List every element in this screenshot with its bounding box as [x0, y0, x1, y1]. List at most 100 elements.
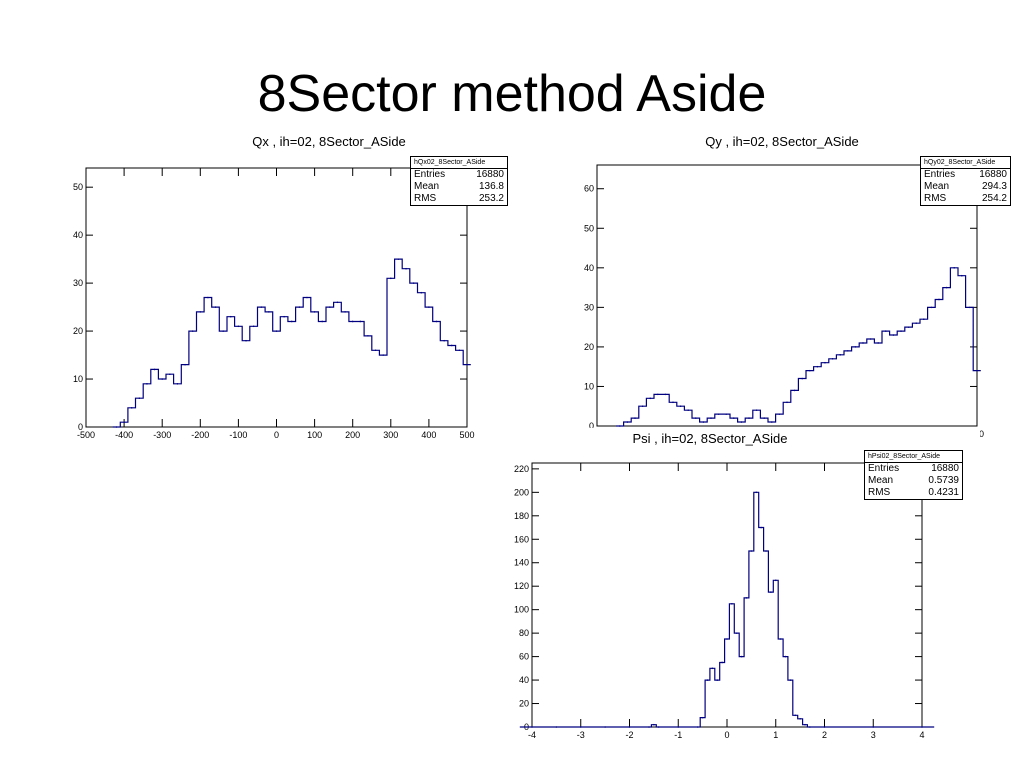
qx-data-point	[420, 291, 423, 294]
qx-y-tick-label: 50	[73, 182, 83, 192]
qx-stats-name: hQx02_8Sector_ASide	[411, 157, 507, 169]
qx-data-point	[450, 344, 453, 347]
psi-data-point	[555, 726, 558, 728]
psi-data-point	[701, 716, 704, 719]
qx-data-point	[351, 320, 354, 323]
psi-x-tick-label: 0	[724, 730, 729, 740]
psi-data-point	[765, 550, 767, 552]
qy-y-tick-label: 10	[584, 381, 594, 391]
psi-x-tick-label: -1	[674, 730, 682, 740]
psi-data-point	[804, 723, 806, 726]
qx-data-point	[199, 311, 202, 313]
psi-series-line	[519, 491, 935, 728]
qy-stats-mean-row: Mean 294.3	[924, 181, 1007, 192]
psi-data-point	[628, 726, 631, 728]
qx-data-point	[412, 282, 415, 284]
qy-data-point	[839, 354, 841, 356]
qy-data-point	[793, 389, 796, 392]
qy-data-point	[733, 417, 735, 419]
qx-y-tick-label: 40	[73, 230, 83, 240]
psi-x-tick-label: -2	[625, 730, 633, 740]
qx-data-point	[397, 258, 400, 260]
qy-data-point	[854, 346, 857, 348]
qx-x-tick-label: -300	[153, 430, 171, 440]
qy-stats-entries-value: 16880	[979, 169, 1007, 180]
qy-data-point	[755, 409, 758, 411]
qy-data-point	[892, 334, 895, 336]
qy-data-point	[619, 425, 621, 427]
psi-x-tick-label: 4	[919, 730, 924, 740]
qy-data-point	[687, 409, 689, 411]
qy-y-tick-label: 60	[584, 184, 594, 194]
psi-y-tick-label: 60	[519, 652, 529, 662]
qx-data-point	[146, 383, 148, 385]
qx-x-tick-label: -400	[115, 430, 133, 440]
psi-data-point	[726, 638, 728, 640]
qy-data-point	[923, 318, 925, 321]
qx-data-point	[268, 311, 270, 313]
qy-data-point	[740, 421, 743, 423]
qy-data-point	[763, 417, 765, 419]
qy-data-point	[801, 377, 803, 380]
qy-data-point	[885, 330, 887, 332]
qy-data-point	[824, 361, 826, 364]
psi-data-point	[755, 491, 758, 494]
qx-y-tick-label: 20	[73, 326, 83, 336]
psi-y-tick-label: 200	[514, 487, 529, 497]
qy-y-tick-label: 30	[584, 302, 594, 312]
qx-data-point	[359, 320, 362, 323]
qx-x-tick-label: 400	[421, 430, 436, 440]
qy-data-point	[930, 306, 933, 309]
qx-data-point	[130, 407, 133, 409]
qy-data-point	[907, 326, 910, 328]
qx-data-point	[367, 335, 369, 337]
qy-histogram-plot: Qy , ih=02, 8Sector_ASide010203040506000	[584, 134, 984, 439]
qy-data-point	[847, 350, 849, 352]
psi-x-tick-label: 3	[871, 730, 876, 740]
qy-data-point	[672, 401, 674, 404]
qx-x-tick-label: 0	[274, 430, 279, 440]
qx-data-point	[313, 311, 316, 313]
qx-histogram-panel: Qx , ih=02, 8Sector_ASide 0 10 20 30 40 50 -500…	[54, 132, 508, 442]
psi-data-point	[809, 726, 811, 728]
qy-y-tick-label: 40	[584, 263, 594, 273]
psi-histogram-panel: Psi , ih=02, 8Sector_ASide 0 20 40 60 80 100 12…	[495, 428, 980, 753]
qy-data-point	[945, 286, 948, 289]
qx-stats-rms-value: 253.2	[478, 193, 504, 204]
psi-y-tick-label: 140	[514, 558, 529, 568]
qx-data-point	[222, 330, 224, 332]
qx-data-point	[138, 397, 141, 400]
psi-data-point	[716, 679, 719, 681]
psi-y-tick-label: 100	[514, 605, 529, 615]
qx-x-tick-label: 200	[345, 430, 360, 440]
qy-histogram-panel: Qy , ih=02, 8Sector_ASide010203040506000…	[565, 132, 1011, 442]
qx-data-point	[115, 426, 118, 428]
qy-data-point	[657, 393, 659, 396]
psi-stats-rms-value: 0.4231	[928, 487, 959, 498]
qx-stats-entries-value: 16880	[476, 169, 504, 180]
psi-data-point	[799, 717, 801, 720]
psi-y-tick-label: 160	[514, 534, 529, 544]
psi-data-point	[711, 667, 714, 670]
psi-data-point	[823, 726, 826, 728]
psi-data-point	[750, 550, 753, 552]
qy-stats-rms-row: RMS 254.2	[924, 193, 1007, 204]
psi-stats-entries-row: Entries 16880	[868, 463, 959, 474]
qy-y-tick-label: 50	[584, 223, 594, 233]
qx-data-point	[466, 363, 468, 366]
qx-data-point	[191, 330, 194, 332]
qx-data-point	[428, 306, 430, 308]
qx-data-point	[390, 277, 392, 280]
qy-stats-rms-value: 254.2	[981, 193, 1007, 204]
psi-y-tick-label: 80	[519, 628, 529, 638]
qy-data-point	[976, 369, 978, 372]
qx-data-point	[123, 421, 125, 424]
psi-data-point	[604, 726, 606, 728]
qy-data-point	[641, 405, 644, 408]
qx-data-point	[382, 354, 384, 356]
psi-data-point	[579, 726, 582, 728]
qy-data-point	[816, 365, 819, 368]
psi-stats-box: hPsi02_8Sector_ASide Entries 16880 Mean 0.…	[864, 450, 963, 500]
qy-data-point	[702, 421, 705, 423]
qy-data-point	[679, 405, 682, 408]
